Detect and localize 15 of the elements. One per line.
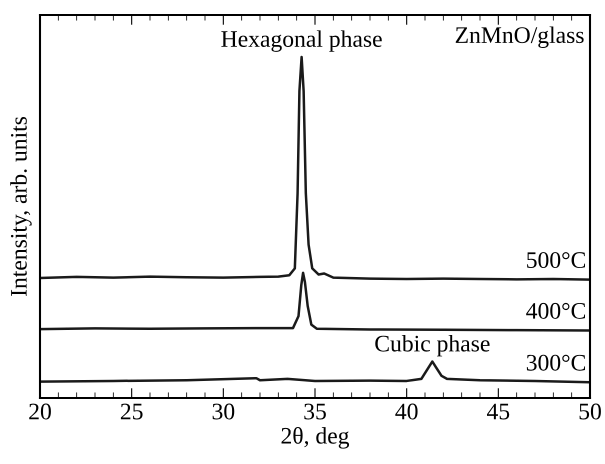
series-label: 300°C (526, 354, 586, 371)
x-tick-label: 20 (29, 404, 51, 420)
text: ZnMnO/glass (456, 26, 584, 48)
x-axis-title: 2θ, deg (282, 427, 350, 449)
y-axis-title: Intensity, arb. units (10, 116, 32, 296)
series-label: 500°C (527, 252, 586, 268)
x-tick-label: 40 (395, 404, 418, 420)
x-tick-label: 25 (120, 404, 143, 420)
x-tick-label: 50 (580, 404, 601, 420)
x-tick-label: 35 (304, 404, 326, 420)
annotation: Hexagonal phase (221, 30, 382, 52)
annotation: Cubic phase (375, 334, 490, 356)
x-tick-label: 45 (486, 404, 510, 420)
series-label: 400°C (526, 302, 586, 319)
x-tick-label: 30 (212, 404, 234, 420)
